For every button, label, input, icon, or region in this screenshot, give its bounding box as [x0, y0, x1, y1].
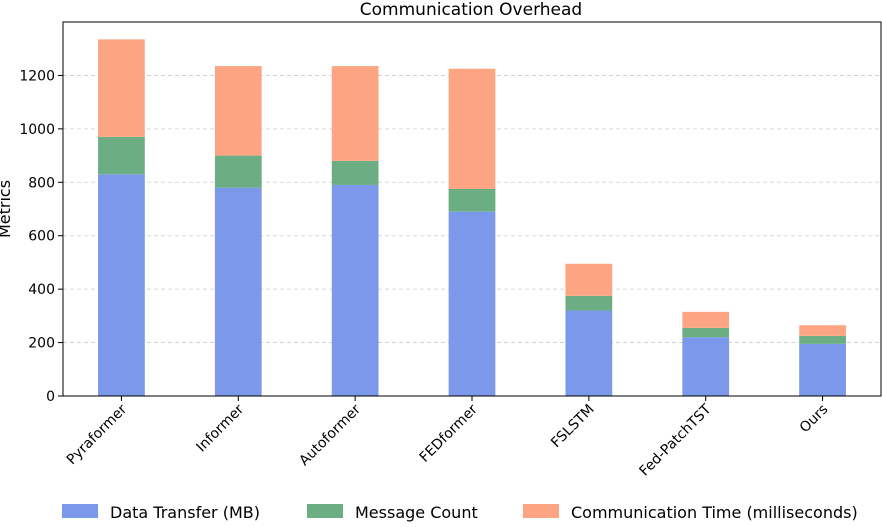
y-tick-label: 1000 — [19, 122, 55, 138]
legend-label: Communication Time (milliseconds) — [571, 503, 858, 522]
bar-segment — [682, 327, 730, 338]
bars — [98, 39, 846, 396]
bar-segment — [98, 39, 145, 137]
bar-segment — [98, 136, 145, 175]
bar-segment — [682, 311, 730, 328]
bar-segment — [799, 335, 846, 344]
bar-segment — [331, 160, 379, 185]
y-tick-label: 800 — [28, 175, 55, 191]
y-tick-label: 400 — [28, 282, 55, 298]
bar-segment — [214, 187, 262, 396]
bar-segment — [331, 66, 379, 161]
x-tick-label: FEDformer — [417, 401, 481, 465]
bar-segment — [565, 263, 613, 296]
bar-segment — [98, 174, 145, 396]
bar-segment — [448, 211, 496, 396]
x-tick-label: FSLSTM — [548, 402, 598, 452]
bar-segment — [214, 66, 262, 156]
bar-segment — [799, 325, 846, 336]
legend-label: Message Count — [355, 503, 478, 522]
bar-segment — [448, 68, 496, 189]
legend-swatch — [307, 504, 343, 518]
y-tick-label: 200 — [28, 336, 55, 352]
y-axis-label: Metrics — [0, 180, 14, 238]
y-tick-label: 600 — [28, 229, 55, 245]
legend-label: Data Transfer (MB) — [110, 503, 260, 522]
legend: Data Transfer (MB) Message Count Communica… — [62, 503, 858, 522]
bar-segment — [448, 188, 496, 212]
bar-segment — [799, 343, 846, 396]
bar-segment — [682, 337, 730, 396]
bar-segment — [565, 310, 613, 396]
legend-swatch — [62, 504, 98, 518]
y-tick-label: 0 — [46, 389, 55, 405]
bar-segment — [565, 295, 613, 311]
x-tick-label: Pyraformer — [64, 401, 131, 468]
bar-segment — [331, 184, 379, 396]
x-tick-label: Informer — [193, 401, 247, 455]
x-tick-label: Autoformer — [296, 401, 364, 469]
bar-segment — [214, 155, 262, 188]
chart-title: Communication Overhead — [360, 0, 582, 20]
x-tick-label: Fed-PatchTST — [637, 401, 715, 479]
y-tick-label: 1200 — [19, 68, 55, 84]
legend-swatch — [523, 504, 559, 518]
x-tick-label: Ours — [797, 402, 832, 437]
